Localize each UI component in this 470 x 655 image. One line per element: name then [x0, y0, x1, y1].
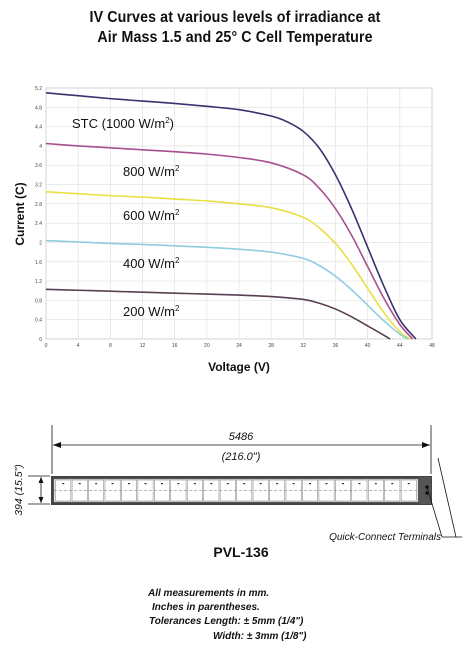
x-tick-label: 40 — [365, 343, 371, 349]
cell-mark — [374, 483, 377, 485]
width-arrow-bottom — [38, 497, 44, 503]
x-tick-label: 32 — [301, 343, 307, 349]
y-tick-label: 0.4 — [35, 318, 42, 324]
cell-mark — [391, 483, 394, 485]
y-tick-label: 2.8 — [35, 202, 42, 208]
cell-mark — [177, 483, 180, 485]
series-label-4: 200 W/m2 — [123, 304, 180, 319]
measurement-notes: All measurements in mm. Inches in parent… — [147, 588, 307, 642]
panel-diagram: 5486 (216.0") 394 (15.5") Quick-Connect … — [13, 425, 462, 560]
y-tick-labels: 0 0.4 0.8 1.2 1.6 2 2.4 2.8 3.2 3.6 4 4.4 4.8 5.2 — [35, 86, 42, 343]
note-line-2: Inches in parentheses. — [152, 602, 260, 613]
x-tick-label: 0 — [45, 343, 48, 349]
y-tick-label: 1.6 — [35, 260, 42, 266]
x-tick-label: 12 — [140, 343, 146, 349]
chart-title-line-1: IV Curves at various levels of irradianc… — [89, 9, 381, 26]
y-tick-label: 0.8 — [35, 298, 42, 304]
cell-mark — [341, 483, 344, 485]
cell-mark — [111, 483, 114, 485]
x-tick-label: 24 — [236, 343, 242, 349]
series-label-3: 400 W/m2 — [123, 256, 180, 271]
terminal-leader-1 — [426, 486, 443, 538]
terminal-box — [419, 477, 431, 504]
note-line-3: Tolerances Length: ± 5mm (1/4") — [149, 616, 304, 627]
terminal-point-2 — [425, 491, 429, 495]
y-tick-label: 4.8 — [35, 105, 42, 111]
y-tick-label: 1.2 — [35, 279, 42, 285]
cell-mark — [78, 483, 81, 485]
y-tick-label: 4 — [39, 144, 42, 150]
cell-mark — [407, 483, 410, 485]
panel-cells — [55, 479, 417, 502]
x-axis-title: Voltage (V) — [208, 360, 270, 374]
y-tick-label: 3.6 — [35, 163, 42, 169]
cell-mark — [292, 483, 295, 485]
y-tick-label: 2.4 — [35, 221, 42, 227]
curve-labels: STC (1000 W/m2) 800 W/m2 600 W/m2 400 W/m2 2… — [72, 116, 180, 319]
y-tick-label: 4.4 — [35, 125, 42, 131]
x-tick-label: 48 — [429, 343, 435, 349]
cell-mark — [95, 483, 98, 485]
series-line-3 — [45, 239, 409, 340]
cell-mark — [62, 483, 65, 485]
terminals-label: Quick-Connect Terminals — [329, 532, 441, 543]
x-tick-label: 28 — [268, 343, 274, 349]
x-tick-label: 36 — [333, 343, 339, 349]
x-tick-label: 4 — [77, 343, 80, 349]
cell-mark — [243, 483, 246, 485]
length-mm-label: 5486 — [229, 431, 254, 443]
width-arrow-top — [38, 477, 44, 483]
cell-mark — [160, 483, 163, 485]
length-arrow-right — [422, 442, 430, 448]
cell-mark — [210, 483, 213, 485]
length-in-label: (216.0") — [222, 451, 261, 463]
x-tick-label: 20 — [204, 343, 210, 349]
x-tick-label: 16 — [172, 343, 178, 349]
note-line-4: Width: ± 3mm (1/8") — [213, 631, 307, 642]
grid — [45, 87, 433, 340]
y-axis-title: Current (C) — [13, 182, 27, 245]
series-line-4 — [45, 288, 391, 340]
series-line-1 — [45, 142, 414, 340]
series-label-0: STC (1000 W/m2) — [72, 116, 174, 131]
chart-title-line-2: Air Mass 1.5 and 25° C Cell Temperature — [97, 29, 373, 46]
cell-mark — [193, 483, 196, 485]
series-line-2 — [45, 190, 411, 340]
length-arrow-left — [53, 442, 61, 448]
cell-mark — [358, 483, 361, 485]
iv-curves — [45, 92, 417, 340]
series-label-2: 600 W/m2 — [123, 208, 180, 223]
x-tick-labels: 0 4 8 12 16 20 24 28 32 36 40 44 48 — [45, 343, 435, 349]
cell-mark — [226, 483, 229, 485]
series-label-1: 800 W/m2 — [123, 164, 180, 179]
cell-mark — [276, 483, 279, 485]
x-tick-label: 44 — [397, 343, 403, 349]
y-tick-label: 0 — [39, 337, 42, 343]
width-label: 394 (15.5") — [13, 464, 25, 516]
cell-mark — [259, 483, 262, 485]
cell-mark — [309, 483, 312, 485]
series-line-0 — [45, 92, 417, 340]
cell-mark — [325, 483, 328, 485]
terminal-leader-2 — [437, 457, 457, 538]
model-label: PVL-136 — [213, 544, 268, 560]
cell-mark — [144, 483, 147, 485]
y-tick-label: 3.2 — [35, 183, 42, 189]
cell-mark — [128, 483, 131, 485]
iv-chart: 0 4 8 12 16 20 24 28 32 36 40 44 48 00.40.81.21.622.… — [13, 86, 435, 374]
note-line-1: All measurements in mm. — [147, 588, 269, 599]
x-tick-label: 8 — [109, 343, 112, 349]
y-tick-label: 2 — [39, 240, 42, 246]
y-tick-label: 5.2 — [35, 86, 42, 92]
